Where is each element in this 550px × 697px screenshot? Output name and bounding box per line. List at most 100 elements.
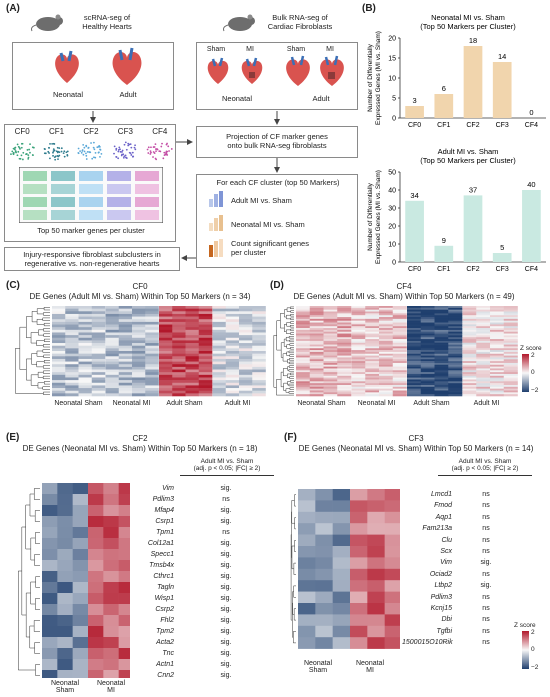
- heatmap-cell: [490, 340, 505, 344]
- heatmap-cell: [420, 346, 435, 349]
- heatmap-cell: [420, 331, 435, 334]
- heatmap-cell: [407, 339, 422, 342]
- heatmap-cell: [212, 343, 227, 347]
- cluster-cell-dot: [56, 146, 59, 149]
- heatmap-cell: [379, 388, 394, 391]
- heatmap-cell: [476, 337, 491, 340]
- heatmap-cell: [57, 527, 73, 539]
- heatmap-cell: [407, 342, 422, 345]
- x-tick-label: CF3: [496, 122, 509, 129]
- heatmap-cell: [337, 328, 352, 331]
- heatmap-cell: [365, 335, 380, 338]
- heatmap-cell: [145, 313, 159, 317]
- heatmap-cell: [52, 361, 66, 365]
- heatmap-cell: [298, 637, 316, 649]
- heatmap-cell: [118, 306, 133, 309]
- heatmap-cell: [350, 534, 368, 547]
- heatmap-cell: [57, 483, 73, 495]
- cluster-cell-dot: [49, 143, 51, 145]
- heatmap-cell: [407, 326, 422, 329]
- heatmap-cell: [351, 307, 366, 310]
- heatmap-cell: [337, 311, 352, 314]
- heatmap-cell: [420, 329, 435, 333]
- heatmap-cell: [52, 372, 66, 376]
- heatmap-cell: [185, 324, 200, 328]
- sig-label: ns: [482, 536, 490, 544]
- heatmap-cell: [407, 359, 422, 362]
- heatmap-cell: [88, 582, 104, 594]
- cluster-cell-dot: [123, 155, 126, 158]
- gene-label: Fhl2: [160, 617, 174, 624]
- heatmap-cell: [476, 361, 491, 364]
- cluster-cell-dot: [150, 151, 152, 154]
- cluster-cell-dot: [51, 142, 54, 145]
- heatmap-cell: [407, 317, 422, 320]
- heatmap-cell: [225, 351, 240, 354]
- heatmap-cell: [185, 316, 200, 320]
- heatmap-cell: [52, 374, 66, 378]
- heatmap-cell: [379, 390, 394, 393]
- heatmap-cell: [337, 350, 352, 353]
- sig-label: ns: [482, 502, 490, 510]
- heatmap-cell: [309, 379, 324, 382]
- heatmap-cell: [42, 670, 58, 678]
- heatmap-cell: [132, 382, 146, 386]
- heatmap-cell: [91, 324, 106, 328]
- heatmap-cell: [420, 386, 435, 389]
- heatmap-cell: [476, 322, 491, 325]
- sham-label: Sham: [206, 46, 226, 53]
- heatmap-cell: [434, 342, 449, 345]
- gene-label: Vim: [440, 559, 452, 567]
- heatmap-cell: [448, 309, 463, 312]
- cluster-cell-dot: [12, 147, 15, 150]
- heatmap-cell: [65, 385, 79, 389]
- heatmap-cell: [105, 380, 120, 384]
- cluster-cell-dot: [17, 145, 20, 148]
- heatmap-cell: [462, 335, 477, 338]
- heatmap-cell: [503, 366, 518, 369]
- heatmap-cell: [212, 327, 227, 331]
- heatmap-cell: [309, 372, 324, 375]
- cluster-cell-dot: [96, 146, 99, 149]
- panel-e-label: (E): [6, 432, 20, 443]
- heatmap-cell: [239, 388, 253, 392]
- heatmap-cell: [309, 370, 324, 373]
- heatmap-cell: [379, 353, 394, 356]
- heatmap-cell: [448, 373, 463, 377]
- heatmap-cell: [434, 311, 449, 314]
- heatmap-cell: [225, 380, 240, 384]
- heatmap-cell: [448, 306, 463, 309]
- heatmap-cell: [159, 380, 173, 384]
- heatmap-cell: [337, 309, 352, 312]
- cluster-cell-dot: [19, 157, 22, 160]
- heatmap-cell: [118, 505, 130, 517]
- heatmap-cell: [296, 306, 311, 309]
- heatmap-cell: [118, 380, 133, 384]
- heatmap-cell: [315, 489, 333, 501]
- heatmap-cell: [239, 319, 253, 323]
- heatmap-cell: [118, 494, 130, 506]
- heatmap-cell: [365, 375, 380, 378]
- for-each-box: For each CF cluster (top 50 Markers) Adu…: [196, 174, 358, 268]
- heatmap-cell: [420, 335, 435, 338]
- heatmap-cell: [91, 380, 106, 384]
- heatmap-cell: [198, 364, 213, 368]
- heatmap-cell: [332, 489, 351, 501]
- gene-label: Mfap4: [154, 507, 174, 514]
- heatmap-cell: [118, 329, 133, 333]
- heatmap-cell: [252, 366, 266, 370]
- heatmap-cell: [476, 315, 491, 318]
- cluster-cell-dot: [85, 145, 88, 148]
- heatmap-cell: [351, 331, 366, 334]
- heatmap-cell: [351, 364, 366, 367]
- heatmap-cell: [172, 382, 186, 386]
- heatmap-cell: [407, 328, 422, 331]
- sig-label: ns: [482, 525, 490, 533]
- heatmap-cell: [337, 392, 352, 395]
- heatmap-cell: [434, 372, 449, 375]
- heatmap-cell: [296, 326, 311, 329]
- heatmap-cell: [367, 568, 385, 581]
- gene-label: Fam213a: [422, 525, 452, 533]
- heatmap-cell: [296, 386, 311, 389]
- marker-grid-cell: [79, 210, 103, 220]
